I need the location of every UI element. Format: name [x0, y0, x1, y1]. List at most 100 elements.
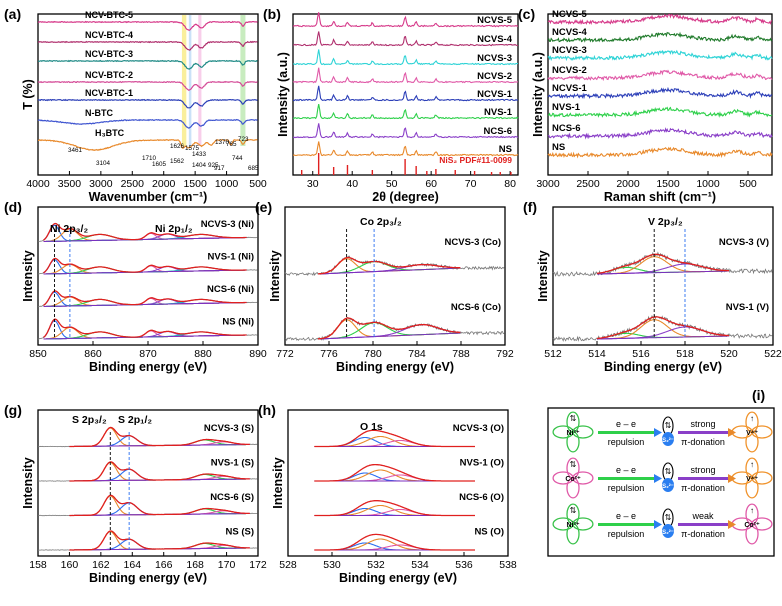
arrow-donation — [678, 431, 728, 434]
fit-component — [314, 472, 475, 482]
legend-label: N-BTC — [85, 108, 113, 118]
panel-frame — [547, 407, 775, 557]
fit-component — [314, 436, 475, 448]
arrow-repulsion — [598, 431, 654, 434]
legend-label: H₃BTC — [95, 128, 125, 138]
x-tick-label: 528 — [279, 559, 297, 571]
series-line — [292, 85, 519, 102]
annotation: Co 2p₃/₂ — [360, 216, 402, 228]
series-line — [37, 98, 258, 109]
x-axis-label: Binding energy (eV) — [339, 571, 457, 585]
x-axis-label: Binding energy (eV) — [89, 571, 207, 585]
x-axis-label: Binding energy (eV) — [336, 360, 454, 374]
fit-envelope — [69, 530, 250, 551]
x-tick-label: 792 — [496, 348, 514, 360]
legend-label: NVS-1 — [484, 107, 513, 118]
x-tick-label: 158 — [29, 559, 47, 571]
peak-label: 917 — [214, 165, 225, 172]
x-tick-label: 500 — [249, 178, 267, 190]
x-tick-label: 1000 — [696, 178, 720, 190]
ion-label: S₂²⁻ — [662, 437, 674, 444]
axes-frame — [37, 409, 259, 557]
spin-arrow: ⇅ — [570, 506, 577, 515]
series-line — [547, 69, 773, 82]
y-axis-label: T (%) — [21, 79, 35, 110]
legend-label: NCVS-1 — [477, 89, 513, 100]
x-tick-label: 30 — [307, 178, 319, 190]
peak-label: 685 — [248, 165, 259, 172]
legend-label: NCS-6 — [483, 126, 512, 137]
peak-label: 1605 — [152, 161, 167, 168]
spin-arrow: ⇅ — [665, 467, 672, 476]
series-line — [37, 138, 258, 152]
ion-label: Co²⁺ — [744, 522, 760, 529]
background-line — [597, 335, 729, 340]
x-tick-label: 162 — [92, 559, 110, 571]
x-tick-label: 40 — [346, 178, 358, 190]
x-tick-label: 780 — [364, 348, 382, 360]
orbital-lobe — [662, 524, 674, 538]
peak-label: 1575 — [185, 145, 200, 152]
x-tick-label: 518 — [676, 348, 694, 360]
series-line — [547, 13, 773, 25]
x-tick-label: 522 — [764, 348, 782, 360]
arrow-head — [728, 474, 736, 483]
peak-label: 1370 — [215, 139, 230, 146]
x-tick-label: 2000 — [616, 178, 640, 190]
x-tick-label: 520 — [720, 348, 738, 360]
orbital-lobe — [662, 478, 674, 492]
series-label: NS (Ni) — [222, 316, 254, 327]
reference-label: NiS₂ PDF#11-0099 — [439, 155, 512, 165]
fit-envelope — [596, 316, 730, 340]
panel-label: (c) — [518, 6, 535, 22]
panel-h: 528 530 532 534 536 538 Binding energy (eV) Int… — [258, 402, 517, 585]
fit-envelope — [69, 426, 250, 448]
arrow-label: e – e — [616, 419, 636, 429]
arrow-label: strong — [690, 465, 715, 475]
legend-label: NCVS-1 — [552, 83, 588, 94]
fit-envelope — [318, 256, 461, 275]
x-tick-label: 1500 — [183, 178, 207, 190]
legend-label: NCVS-4 — [477, 34, 513, 45]
x-tick-label: 880 — [194, 348, 212, 360]
y-axis-label: Intensity — [271, 457, 285, 508]
series-line — [38, 40, 258, 51]
arrow-head — [654, 428, 662, 437]
legend-label: NCVS-2 — [477, 71, 512, 82]
ion-label: Ni²⁺ — [566, 522, 579, 529]
series-line — [37, 80, 258, 91]
series-line — [547, 31, 773, 43]
peak-label: 744 — [232, 155, 243, 162]
fit-envelope — [314, 500, 475, 517]
x-tick-label: 2000 — [152, 178, 176, 190]
panel-label: (h) — [258, 402, 276, 418]
x-tick-label: 788 — [452, 348, 470, 360]
arrow-label: π-donation — [681, 483, 725, 493]
series-line — [293, 123, 519, 139]
legend-label: NCVS-3 — [552, 45, 587, 56]
legend-label: NCV-BTC-1 — [85, 88, 133, 98]
x-tick-label: 170 — [218, 559, 236, 571]
x-axis-label: Raman shift (cm⁻¹) — [604, 190, 716, 204]
series-label: NS (S) — [226, 526, 255, 537]
spin-arrow: ⇅ — [665, 421, 672, 430]
peak-label: 1562 — [170, 158, 185, 165]
y-axis-label: Intensity — [21, 457, 35, 508]
orbital-lobe — [662, 432, 674, 446]
legend-label: NCV-BTC-3 — [85, 49, 133, 59]
background-line — [43, 237, 247, 242]
x-tick-label: 870 — [139, 348, 157, 360]
arrow-donation — [678, 523, 728, 526]
peak-label: 765 — [226, 141, 237, 148]
series-line — [292, 12, 519, 28]
series-label: NVS-1 (S) — [211, 457, 254, 468]
x-axis-label: Binding energy (eV) — [604, 360, 722, 374]
fit-envelope — [314, 463, 475, 482]
x-tick-label: 2500 — [576, 178, 600, 190]
x-tick-label: 530 — [323, 559, 341, 571]
background-line — [43, 302, 247, 307]
arrow-repulsion — [598, 523, 654, 526]
ion-label: Ni²⁺ — [566, 430, 579, 437]
series-label: NVS-1 (O) — [460, 457, 504, 468]
fit-envelope — [69, 494, 250, 517]
